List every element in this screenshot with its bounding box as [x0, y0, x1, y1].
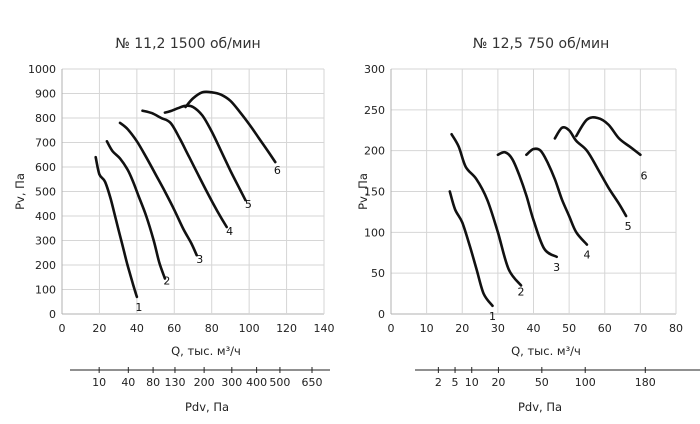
pdv-tick-label: 500	[269, 376, 290, 389]
y-tick-label: 150	[364, 186, 385, 199]
pdv-tick-label: 40	[121, 376, 135, 389]
x-tick-label: 20	[455, 322, 469, 335]
y-tick-label: 200	[35, 259, 56, 272]
y-tick-label: 900	[35, 88, 56, 101]
series-curve-6	[184, 90, 277, 164]
pdv-tick-label: 650	[302, 376, 323, 389]
series-curve-5	[163, 104, 247, 202]
x-tick-label: 80	[205, 322, 219, 335]
pdv-tick-label: 100	[575, 376, 596, 389]
y-tick-label: 500	[35, 186, 56, 199]
curve-label-4: 4	[226, 225, 233, 238]
pdv-tick-label: 400	[246, 376, 267, 389]
pdv-tick-label: 10	[465, 376, 479, 389]
x-tick-label: 70	[633, 322, 647, 335]
x-tick-label: 0	[388, 322, 395, 335]
chart-title: № 12,5 750 об/мин	[473, 36, 610, 52]
y-axis-label: Pv, Па	[356, 173, 370, 210]
pdv-axis-label: Pdv, Па	[185, 400, 229, 414]
chart-title: № 11,2 1500 об/мин	[115, 36, 260, 52]
series-curve-3	[118, 121, 198, 257]
curve-label-4: 4	[583, 249, 590, 262]
x-tick-label: 140	[314, 322, 335, 335]
x-tick-label: 20	[92, 322, 106, 335]
series-curve-6	[575, 116, 642, 157]
y-tick-label: 1000	[28, 63, 56, 76]
curve-label-3: 3	[196, 253, 203, 266]
y-tick-label: 800	[35, 112, 56, 125]
y-tick-label: 700	[35, 137, 56, 150]
y-tick-label: 300	[35, 235, 56, 248]
pdv-tick-label: 80	[146, 376, 160, 389]
pdv-tick-label: 50	[535, 376, 549, 389]
series-curve-3	[496, 150, 558, 259]
pdv-tick-label: 2	[435, 376, 442, 389]
pdv-tick-label: 180	[635, 376, 656, 389]
curve-label-2: 2	[163, 274, 170, 287]
series-curve-2	[450, 133, 523, 287]
curve-label-5: 5	[245, 198, 252, 211]
x-tick-label: 120	[276, 322, 297, 335]
chart-left: № 11,2 1500 об/мин Pv, Па Q, тыс. м³/ч P…	[13, 36, 335, 414]
pdv-axis-label: Pdv, Па	[518, 400, 562, 414]
pdv-tick-label: 130	[164, 376, 185, 389]
series-curve-4	[141, 109, 228, 229]
x-axis-label: Q, тыс. м³/ч	[511, 344, 581, 358]
pdv-tick-label: 200	[194, 376, 215, 389]
y-tick-label: 0	[49, 308, 56, 321]
curve-label-1: 1	[135, 301, 142, 314]
x-tick-label: 40	[527, 322, 541, 335]
y-axis-label: Pv, Па	[13, 173, 27, 210]
x-tick-label: 40	[130, 322, 144, 335]
chart-right: № 12,5 750 об/мин Pv, Па Q, тыс. м³/ч Pd…	[356, 36, 700, 414]
y-tick-label: 100	[35, 284, 56, 297]
x-tick-label: 60	[167, 322, 181, 335]
curve-label-3: 3	[553, 261, 560, 274]
y-tick-label: 600	[35, 161, 56, 174]
curve-label-1: 1	[489, 310, 496, 323]
curve-label-6: 6	[640, 169, 647, 182]
pdv-tick-label: 10	[92, 376, 106, 389]
curve-label-6: 6	[274, 164, 281, 177]
y-tick-label: 200	[364, 145, 385, 158]
y-tick-label: 400	[35, 210, 56, 223]
x-tick-label: 10	[420, 322, 434, 335]
y-tick-label: 50	[371, 267, 385, 280]
y-tick-label: 100	[364, 226, 385, 239]
pdv-tick-label: 5	[452, 376, 459, 389]
y-tick-label: 0	[378, 308, 385, 321]
curve-label-2: 2	[518, 285, 525, 298]
y-tick-label: 250	[364, 104, 385, 117]
x-tick-label: 100	[239, 322, 260, 335]
series-curve-1	[448, 190, 494, 308]
series-curve-4	[525, 147, 589, 246]
y-tick-label: 300	[364, 63, 385, 76]
series-curve-5	[553, 125, 628, 218]
series-curve-1	[94, 155, 139, 299]
series-curve-2	[105, 140, 167, 280]
pdv-tick-label: 300	[221, 376, 242, 389]
curve-label-5: 5	[625, 220, 632, 233]
x-tick-label: 80	[669, 322, 683, 335]
x-tick-label: 50	[562, 322, 576, 335]
x-tick-label: 30	[491, 322, 505, 335]
x-axis-label: Q, тыс. м³/ч	[171, 344, 241, 358]
pdv-tick-label: 20	[491, 376, 505, 389]
x-tick-label: 60	[598, 322, 612, 335]
x-tick-label: 0	[59, 322, 66, 335]
